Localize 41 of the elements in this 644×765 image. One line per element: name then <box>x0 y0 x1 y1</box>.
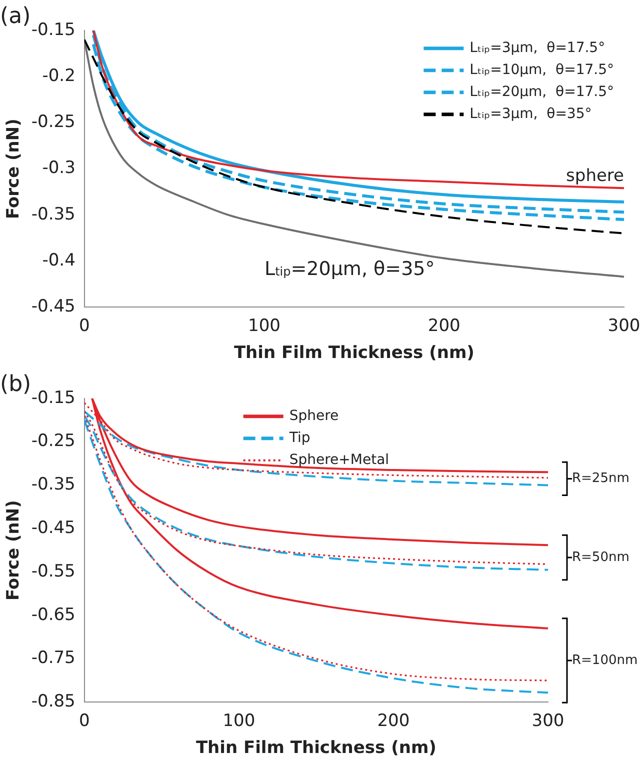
x-tick-label: 0 <box>78 710 90 731</box>
y-tick-label: -0.4 <box>42 250 76 270</box>
y-tick-label: -0.35 <box>31 204 76 224</box>
chart-title: (b) <box>0 372 32 397</box>
legend-label: Lₜᵢₚ=3μm, θ=35° <box>470 106 592 122</box>
x-axis-title: Thin Film Thickness (nm) <box>234 343 474 364</box>
y-tick-label: -0.25 <box>31 431 76 452</box>
y-tick-label: -0.85 <box>31 692 76 712</box>
annotation: sphere <box>566 166 624 186</box>
y-tick-label: -0.15 <box>31 20 76 40</box>
legend-label: Sphere+Metal <box>289 452 390 468</box>
y-tick-label: -0.75 <box>31 648 76 668</box>
x-tick-label: 300 <box>608 316 640 336</box>
y-axis-title: Force (nN) <box>4 118 24 219</box>
x-tick-label: 200 <box>428 316 460 336</box>
legend-label: Lₜᵢₚ=3μm, θ=17.5° <box>470 40 606 56</box>
y-tick-label: -0.65 <box>31 604 76 625</box>
text: R=50nm <box>572 550 630 565</box>
y-tick-label: -0.3 <box>42 158 76 178</box>
y-axis-title: Force (nN) <box>4 500 24 600</box>
x-tick-label: 200 <box>377 710 410 731</box>
y-tick-label: -0.45 <box>31 518 76 538</box>
x-tick-label: 100 <box>222 710 256 731</box>
y-tick-label: -0.25 <box>31 112 76 132</box>
legend-label: Lₜᵢₚ=20μm, θ=17.5° <box>470 84 614 100</box>
y-tick-label: -0.2 <box>42 66 76 86</box>
x-tick-label: 300 <box>532 710 564 731</box>
y-tick-label: -0.35 <box>31 474 76 495</box>
x-tick-label: 100 <box>248 316 280 336</box>
y-tick-label: -0.45 <box>31 296 76 317</box>
text: R=100nm <box>572 652 638 668</box>
chart-title: (a) <box>0 4 31 29</box>
legend-label: Tip <box>288 430 310 446</box>
text: R=25nm <box>572 471 630 486</box>
x-axis-title: Thin Film Thickness (nm) <box>196 738 436 758</box>
annotation: Ltip=20μm, θ=35° <box>264 258 435 280</box>
x-tick-label: 0 <box>78 316 90 336</box>
legend-label: Lₜᵢₚ=10μm, θ=17.5° <box>470 62 614 78</box>
y-tick-label: -0.15 <box>31 388 76 408</box>
y-tick-label: -0.55 <box>31 561 76 582</box>
legend-label: Sphere <box>289 408 339 424</box>
